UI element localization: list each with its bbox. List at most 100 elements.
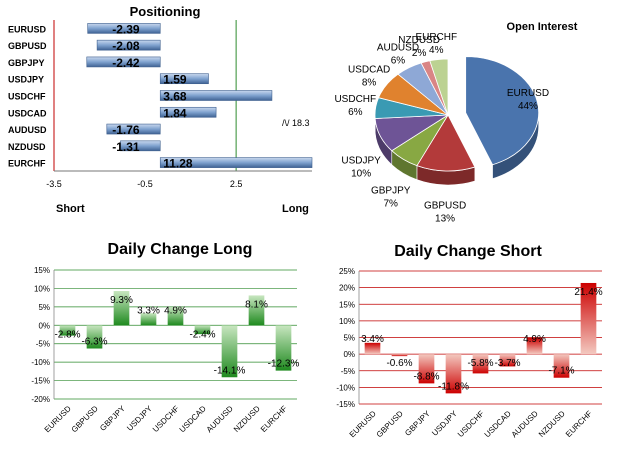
positioning-category-label: USDCHF	[8, 92, 46, 102]
pie-slice-label: EURUSD	[507, 88, 549, 99]
y-tick-label: 5%	[343, 334, 355, 343]
bar	[248, 295, 265, 326]
pie-slice-percent: 44%	[518, 101, 538, 112]
x-tick-label: GBPJPY	[403, 409, 432, 438]
positioning-bar	[86, 56, 161, 68]
bar-value-label: 8.1%	[245, 299, 268, 310]
y-tick-label: 0%	[38, 321, 50, 330]
bar	[472, 354, 489, 374]
x-tick-label: GBPJPY	[98, 404, 127, 433]
positioning-category-label: EURCHF	[8, 159, 46, 169]
x-tick-label: AUDUSD	[510, 409, 540, 439]
x-tick-label: GBPUSD	[70, 404, 100, 434]
bar	[553, 354, 570, 378]
positioning-value-label: -2.39	[112, 22, 140, 36]
long-label: Long	[282, 203, 309, 215]
x-tick-label: USDCAD	[178, 404, 208, 434]
pie-slice-percent: 10%	[351, 168, 371, 179]
bar	[194, 325, 211, 335]
positioning-bar	[159, 90, 273, 101]
bar	[140, 313, 157, 326]
y-tick-label: 20%	[339, 284, 355, 293]
bar-value-label: -3.7%	[494, 358, 520, 369]
positioning-value-label: -2.42	[112, 56, 140, 70]
bar	[221, 325, 238, 378]
daily-change-long-chart: Daily Change Long -20% -15% -10% -5% 0% 5% 10%…	[31, 241, 299, 434]
daily-change-long-title: Daily Change Long	[108, 241, 253, 258]
y-tick-label: 15%	[34, 266, 50, 275]
pie-slice-label: AUDUSD	[377, 42, 419, 53]
pie-slice-percent: 8%	[362, 78, 377, 89]
y-tick-label: 0%	[343, 350, 355, 359]
y-tick-label: 10%	[34, 284, 50, 293]
bar	[445, 354, 462, 394]
positioning-category-label: GBPJPY	[8, 58, 45, 68]
x-tick-label: EURUSD	[348, 409, 378, 439]
positioning-bar	[87, 23, 161, 34]
positioning-category-label: EURUSD	[8, 24, 47, 34]
bar	[526, 337, 543, 355]
pie-slice	[429, 58, 449, 116]
pie-slice-label: GBPUSD	[424, 201, 466, 212]
positioning-value-label: -1.76	[112, 123, 140, 137]
bar-value-label: -2.8%	[54, 329, 80, 340]
pie-slice-label: GBPJPY	[371, 186, 411, 197]
positioning-category-label: NZDUSD	[8, 142, 46, 152]
positioning-bar	[159, 73, 209, 85]
positioning-value-label: 1.84	[163, 106, 187, 120]
bar	[59, 325, 76, 336]
pie-slice-percent: 6%	[348, 107, 363, 118]
x-tick-label: USDCHF	[151, 404, 181, 434]
open-interest-title: Open Interest	[507, 21, 578, 33]
positioning-value-label: -1.31	[112, 140, 140, 154]
x-tick-label: NZDUSD	[537, 409, 567, 439]
positioning-bar	[106, 123, 161, 135]
x-tick-label: EURCHF	[259, 404, 289, 434]
positioning-title: Positioning	[130, 4, 201, 19]
pie-slice-percent: 7%	[384, 199, 399, 210]
positioning-category-label: AUDUSD	[8, 125, 47, 135]
bar-value-label: 21.4%	[574, 287, 602, 298]
bar-value-label: 3.3%	[137, 305, 160, 316]
y-tick-label: -15%	[31, 377, 50, 386]
x-tick-label: USDCHF	[456, 409, 486, 439]
pie-slice	[465, 56, 540, 166]
bar	[499, 354, 516, 367]
pie-slice-percent: 2%	[412, 48, 427, 59]
pie-slice-label: NZDUSD	[398, 35, 440, 46]
y-tick-label: 15%	[339, 300, 355, 309]
bar-value-label: -14.1%	[214, 365, 246, 376]
daily-change-short-title: Daily Change Short	[394, 243, 542, 260]
bar	[167, 307, 184, 326]
bar-value-label: 4.9%	[164, 305, 187, 316]
pie-slice-label: USDCAD	[348, 65, 390, 76]
y-tick-label: 25%	[339, 267, 355, 276]
positioning-value-label: 3.68	[163, 90, 187, 104]
x-tick-label: USDCAD	[483, 409, 513, 439]
y-tick-label: -10%	[31, 358, 50, 367]
pie-slice-label: USDCHF	[334, 94, 376, 105]
x-tick-label: NZDUSD	[232, 404, 262, 434]
pie-slice	[416, 114, 476, 172]
positioning-chart: Positioning EURUSD -2.39 GBPUSD -2.08 GBPJPY…	[8, 4, 313, 215]
pie-slice-percent: 4%	[429, 45, 444, 56]
positioning-category-label: GBPUSD	[8, 41, 47, 51]
x-tick-label: AUDUSD	[205, 404, 235, 434]
x-tick-label: EURCHF	[564, 409, 594, 439]
positioning-value-label: 1.59	[163, 73, 187, 87]
open-interest-chart: Open Interest EURUSD 44% GBPUSD 13% GBPJPY 7%…	[334, 21, 577, 225]
bar	[391, 354, 408, 357]
bar-value-label: -0.6%	[386, 358, 412, 369]
x-tick-label: USDJPY	[125, 404, 154, 433]
y-tick-label: -5%	[36, 340, 50, 349]
y-tick-label: 10%	[339, 317, 355, 326]
bar-value-label: -6.3%	[81, 337, 107, 348]
short-label: Short	[56, 203, 85, 215]
positioning-value-label: 11.28	[163, 157, 193, 171]
bar	[113, 291, 130, 326]
x-tick-label: USDJPY	[430, 409, 459, 438]
bar	[275, 325, 292, 371]
bar-value-label: -8.8%	[413, 371, 439, 382]
bar-value-label: 4.9%	[523, 334, 546, 345]
